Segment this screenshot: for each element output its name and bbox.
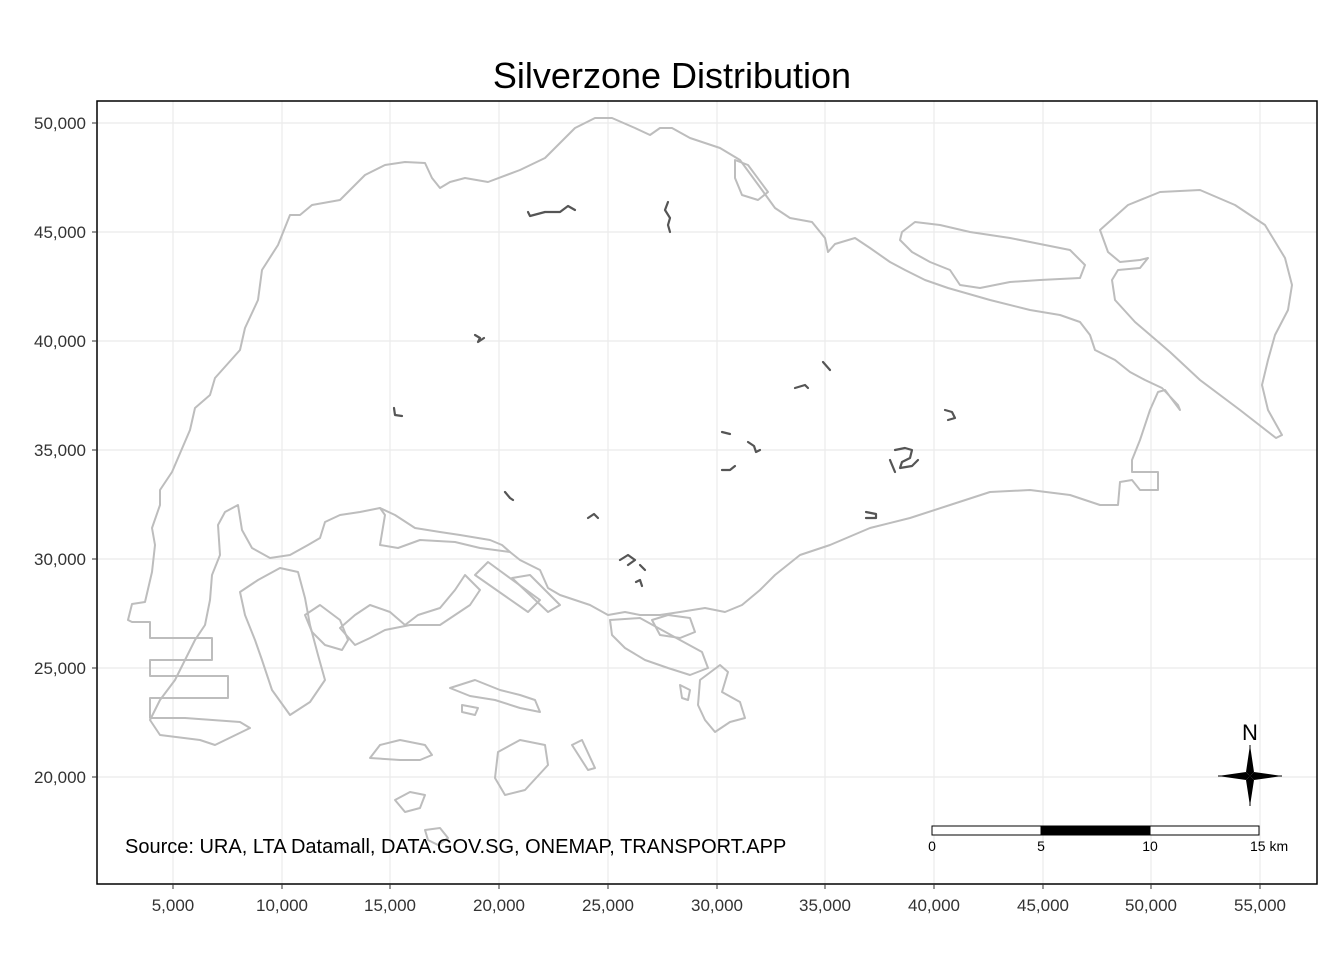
coastline-layer [127, 117, 1293, 846]
x-tick-label: 20,000 [473, 896, 525, 915]
silverzone-segment [586, 512, 600, 520]
southern-islands-h [679, 684, 691, 701]
scale-label: 15 km [1250, 838, 1288, 854]
silverzone-layer [392, 200, 957, 588]
x-tick-label: 40,000 [908, 896, 960, 915]
x-tick-label: 45,000 [1017, 896, 1069, 915]
silverzone-segment [720, 430, 732, 436]
scale-bar-segment-1 [931, 825, 1042, 836]
y-tick-label: 45,000 [34, 223, 86, 242]
scale-bar: 0 5 10 15 km [928, 825, 1288, 854]
southern-pier-2 [511, 574, 561, 613]
x-tick-label: 15,000 [364, 896, 416, 915]
southern-islands-i [424, 827, 449, 846]
x-axis: 5,000 10,000 15,000 20,000 25,000 30,000… [152, 884, 1286, 915]
panel-border [96, 100, 1318, 885]
southern-islands-f [571, 739, 596, 771]
north-label: N [1242, 720, 1258, 745]
main-island-outline [127, 117, 1181, 746]
silverzone-segment [618, 553, 637, 567]
compass-icon [1218, 745, 1282, 806]
silverzone-segment [503, 490, 515, 502]
scale-bar-segment-3 [1149, 825, 1260, 836]
silverzone-segment [864, 510, 878, 520]
silverzone-segment [821, 360, 832, 372]
north-east-coast-detail [1099, 189, 1293, 439]
western-islands-2 [304, 604, 349, 651]
southern-islands-e [697, 664, 746, 733]
silverzone-segment [893, 446, 920, 470]
southern-islands-c [494, 739, 549, 796]
grid [97, 101, 1317, 884]
x-tick-label: 10,000 [256, 896, 308, 915]
southern-islands-a [449, 679, 541, 713]
y-tick-label: 20,000 [34, 768, 86, 787]
x-tick-label: 25,000 [582, 896, 634, 915]
western-islands-1 [239, 567, 326, 716]
silverzone-segment [943, 408, 957, 422]
y-tick-label: 50,000 [34, 114, 86, 133]
silverzone-segment [526, 204, 577, 218]
sentosa-outline [651, 614, 696, 639]
x-tick-label: 5,000 [152, 896, 195, 915]
north-arrow: N [1218, 720, 1282, 806]
source-caption: Source: URA, LTA Datamall, DATA.GOV.SG, … [125, 836, 786, 858]
scale-label: 10 [1142, 838, 1158, 854]
silverzone-segment [634, 578, 644, 588]
y-tick-label: 25,000 [34, 659, 86, 678]
x-tick-label: 35,000 [799, 896, 851, 915]
silverzone-segment [638, 563, 647, 572]
southern-islands-d [394, 791, 426, 813]
silverzone-segment [888, 458, 897, 474]
pulau-ubin-outline [899, 221, 1086, 289]
silverzone-segment [663, 200, 672, 234]
x-tick-label: 55,000 [1234, 896, 1286, 915]
silverzone-segment [793, 383, 810, 390]
y-axis: 20,000 25,000 30,000 35,000 40,000 45,00… [34, 114, 97, 787]
serangoon-island-outline [734, 159, 769, 201]
y-tick-label: 30,000 [34, 550, 86, 569]
silverzone-segment [392, 406, 404, 418]
southern-island-cluster [609, 617, 709, 676]
scale-label: 0 [928, 838, 936, 854]
silverzone-segment [746, 440, 762, 454]
y-tick-label: 35,000 [34, 441, 86, 460]
scale-label: 5 [1037, 838, 1045, 854]
southern-islands-g [461, 704, 479, 716]
southern-islands-b [369, 739, 433, 761]
x-tick-label: 30,000 [691, 896, 743, 915]
scale-bar-segment-2 [1040, 825, 1151, 836]
keppel-islands [379, 507, 511, 553]
x-tick-label: 50,000 [1125, 896, 1177, 915]
silverzone-segment [720, 464, 737, 472]
y-tick-label: 40,000 [34, 332, 86, 351]
silverzone-segment [473, 333, 486, 344]
southern-pier-1 [474, 561, 541, 613]
jurong-islands [339, 574, 481, 646]
map-title: Silverzone Distribution [493, 55, 851, 96]
